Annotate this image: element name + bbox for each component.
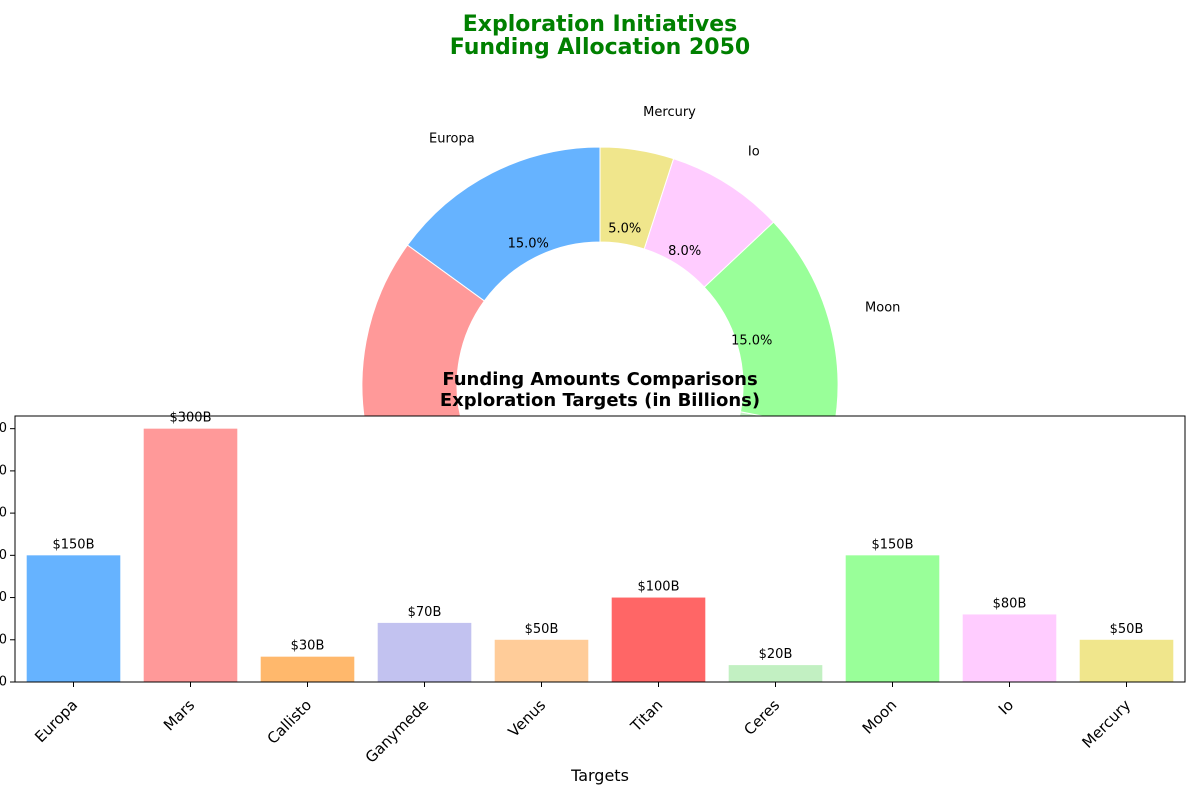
bar-value-label-moon: $150B (871, 537, 913, 552)
y-tick-label-50: 50 (0, 632, 7, 647)
y-tick-label-200: 200 (0, 506, 7, 521)
y-tick-label-300: 300 (0, 421, 7, 436)
bar-chart-title: Funding Amounts Comparisons Exploration T… (440, 369, 760, 411)
bar-europa (26, 555, 121, 682)
y-tick-label-0: 0 (0, 675, 7, 690)
bar-value-label-titan: $100B (637, 580, 679, 595)
bar-x-axis-ticks: Europa Mars Callisto Ganymede Venus Titan Cere… (31, 682, 1134, 767)
donut-category-label-io: Io (748, 144, 760, 159)
x-tick-label-venus: Venus (505, 696, 550, 741)
bar-value-label-europa: $150B (52, 537, 94, 552)
bar-value-labels: $150B $300B $30B $70B $50B $100B $20B $150B $80B… (52, 411, 1143, 662)
bar-ganymede (377, 622, 472, 682)
x-tick-label-io: Io (995, 696, 1017, 718)
donut-chart-title: Exploration Initiatives Funding Allocatio… (450, 12, 750, 60)
bar-mars (143, 428, 238, 682)
donut-slice-mercury (599, 146, 675, 250)
donut-category-label-moon: Moon (865, 300, 900, 315)
donut-percent-label-europa: 15.0% (508, 237, 549, 252)
bar-marks (26, 428, 1174, 682)
bar-moon (845, 555, 940, 682)
y-tick-label-250: 250 (0, 463, 7, 478)
bar-mercury (1079, 639, 1174, 682)
x-tick-label-moon: Moon (859, 696, 901, 738)
bar-value-label-ganymede: $70B (408, 605, 442, 620)
bar-x-axis-label: Targets (570, 766, 629, 785)
y-tick-label-100: 100 (0, 590, 7, 605)
bar-venus (494, 639, 589, 682)
donut-percent-label-moon: 15.0% (731, 333, 772, 348)
x-tick-label-ceres: Ceres (740, 696, 783, 739)
y-tick-label-150: 150 (0, 548, 7, 563)
bar-value-label-venus: $50B (525, 622, 559, 637)
x-tick-label-europa: Europa (31, 696, 81, 746)
bar-value-label-ceres: $20B (759, 647, 793, 662)
bar-callisto (260, 656, 355, 682)
bar-y-axis-ticks: 0 50 100 150 200 250 300 (0, 421, 15, 690)
bar-value-label-io: $80B (993, 596, 1027, 611)
bar-value-label-callisto: $30B (291, 639, 325, 654)
donut-category-label-europa: Europa (429, 132, 475, 147)
bar-plot-frame (14, 415, 1186, 683)
bar-ceres (728, 665, 823, 682)
bar-value-label-mercury: $50B (1110, 622, 1144, 637)
bar-chart: 0 50 100 150 200 250 300 Europa Mars Callisto Gan… (0, 369, 1186, 785)
bar-io (962, 614, 1057, 682)
x-tick-label-mars: Mars (160, 696, 198, 734)
bar-titan (611, 597, 706, 682)
donut-category-label-mercury: Mercury (643, 105, 696, 120)
x-tick-label-ganymede: Ganymede (362, 696, 433, 767)
donut-percent-label-io: 8.0% (668, 244, 701, 259)
donut-percent-label-mercury: 5.0% (608, 221, 641, 236)
x-tick-label-titan: Titan (626, 696, 666, 736)
x-tick-label-mercury: Mercury (1079, 696, 1135, 752)
x-tick-label-callisto: Callisto (264, 696, 316, 748)
bar-value-label-mars: $300B (169, 411, 211, 426)
